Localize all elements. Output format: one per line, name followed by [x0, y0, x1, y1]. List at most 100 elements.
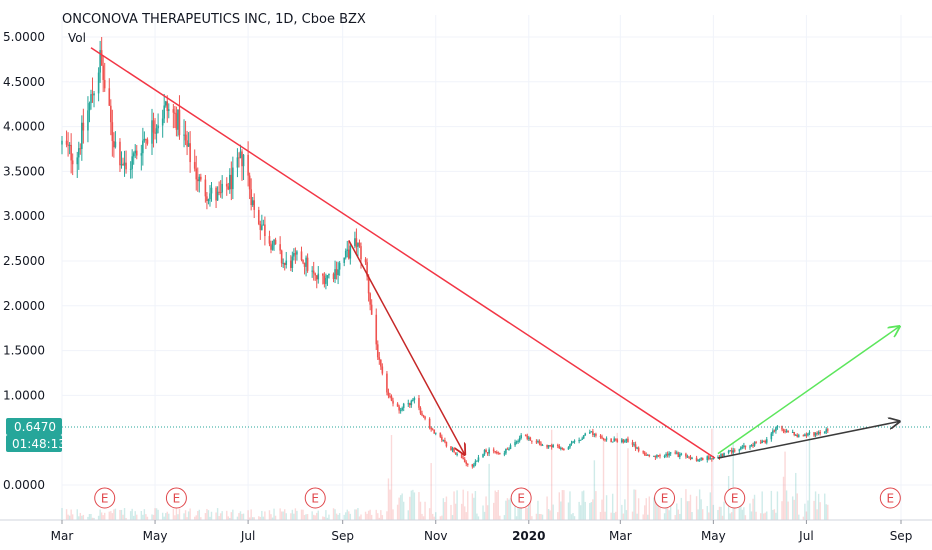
- volume-bar: [689, 494, 692, 520]
- candle-body: [296, 251, 298, 255]
- volume-bar: [65, 509, 68, 520]
- volume-bar: [474, 491, 477, 520]
- volume-bar: [311, 511, 313, 520]
- volume-bar: [738, 501, 741, 520]
- candle-body: [285, 260, 288, 265]
- volume-bar: [535, 513, 538, 520]
- volume-bar: [602, 438, 605, 520]
- candle-body: [216, 191, 219, 201]
- volume-bar: [439, 516, 442, 520]
- volume-bar: [412, 489, 414, 520]
- volume-bar: [102, 515, 104, 520]
- candle-body: [796, 434, 799, 437]
- volume-bar: [496, 491, 498, 520]
- candle-body: [392, 400, 394, 404]
- volume-bar: [114, 508, 117, 520]
- volume-bar: [454, 503, 457, 520]
- volume-bar: [605, 495, 608, 520]
- candle-body: [347, 249, 350, 259]
- candle-body: [572, 441, 574, 443]
- candle-body: [87, 110, 89, 131]
- candle-body: [515, 441, 518, 443]
- volume-bar: [421, 513, 423, 520]
- candle-body: [322, 273, 324, 276]
- candle-body: [195, 168, 198, 180]
- volume-bar: [134, 511, 136, 520]
- volume-bar: [97, 515, 100, 520]
- candle-body: [581, 438, 583, 440]
- candle-body: [474, 461, 477, 465]
- volume-bar: [161, 512, 164, 520]
- volume-bar: [369, 509, 371, 520]
- price-tag-value: 0.6470: [14, 420, 56, 434]
- candle-body: [494, 451, 497, 453]
- volume-bar: [808, 434, 811, 520]
- volume-bar: [611, 493, 614, 520]
- volume-bar: [595, 491, 597, 520]
- volume-bar: [177, 514, 179, 520]
- candle-body: [163, 105, 166, 119]
- volume-bar: [642, 514, 644, 520]
- earnings-label: E: [887, 492, 895, 506]
- volume-bar: [477, 516, 480, 520]
- volume-bar: [665, 502, 667, 520]
- volume-bar: [428, 508, 431, 520]
- candle-body: [700, 458, 702, 460]
- volume-bar: [430, 463, 432, 520]
- volume-bar: [465, 512, 467, 520]
- candle-body: [656, 455, 658, 458]
- candle-body: [688, 456, 690, 458]
- candle-body: [422, 415, 425, 417]
- candle-body: [505, 448, 507, 454]
- volume-bar: [804, 503, 806, 520]
- candle-body: [476, 460, 478, 462]
- candle-body: [759, 442, 762, 444]
- volume-bar: [752, 498, 754, 520]
- volume-bar: [142, 514, 144, 520]
- volume-bar: [485, 496, 487, 520]
- volume-bar: [773, 509, 776, 520]
- candle-body: [172, 109, 175, 113]
- volume-bar: [215, 512, 217, 520]
- volume-bar: [514, 498, 516, 520]
- volume-bar: [729, 513, 731, 520]
- candle-body: [355, 238, 358, 247]
- candle-body: [535, 441, 538, 443]
- trend-line: [348, 240, 465, 454]
- candle-body: [311, 270, 313, 272]
- candle-body: [90, 94, 92, 104]
- volume-bar: [218, 516, 220, 520]
- volume-bar: [232, 509, 234, 520]
- volume-bar: [409, 496, 411, 520]
- candle-body: [520, 435, 522, 438]
- volume-bar: [717, 510, 719, 520]
- volume-bar: [741, 509, 744, 520]
- time-axis[interactable]: Mar May Jul Sep Nov 2020 Mar May Jul Sep: [51, 520, 913, 543]
- candle-body: [369, 293, 371, 305]
- candle-body: [642, 451, 644, 453]
- volume-bar: [226, 510, 228, 520]
- candle-body: [770, 433, 773, 440]
- volume-bar: [526, 507, 528, 520]
- volume-bar: [669, 496, 672, 520]
- volume-bar: [471, 493, 474, 520]
- candle-body: [613, 438, 616, 442]
- earnings-label: E: [517, 492, 525, 506]
- volume-bar: [759, 513, 762, 520]
- candle-body: [335, 269, 338, 276]
- candle-body: [584, 433, 587, 436]
- volume-bar: [637, 498, 640, 520]
- candle-body: [463, 458, 466, 463]
- candle-body: [677, 452, 680, 457]
- volume-bar: [700, 499, 702, 520]
- volume-bar: [483, 511, 486, 520]
- candle-body: [239, 151, 242, 158]
- trend-lines[interactable]: [90, 47, 899, 459]
- volume-bar: [441, 515, 443, 520]
- candle-body: [738, 449, 741, 451]
- volume-bar: [165, 513, 167, 520]
- price-axis[interactable]: 5.0000 4.5000 4.0000 3.5000 3.0000 2.5000 2.00…: [0, 30, 932, 521]
- volume-bar: [302, 509, 304, 520]
- volume-bar: [473, 497, 475, 520]
